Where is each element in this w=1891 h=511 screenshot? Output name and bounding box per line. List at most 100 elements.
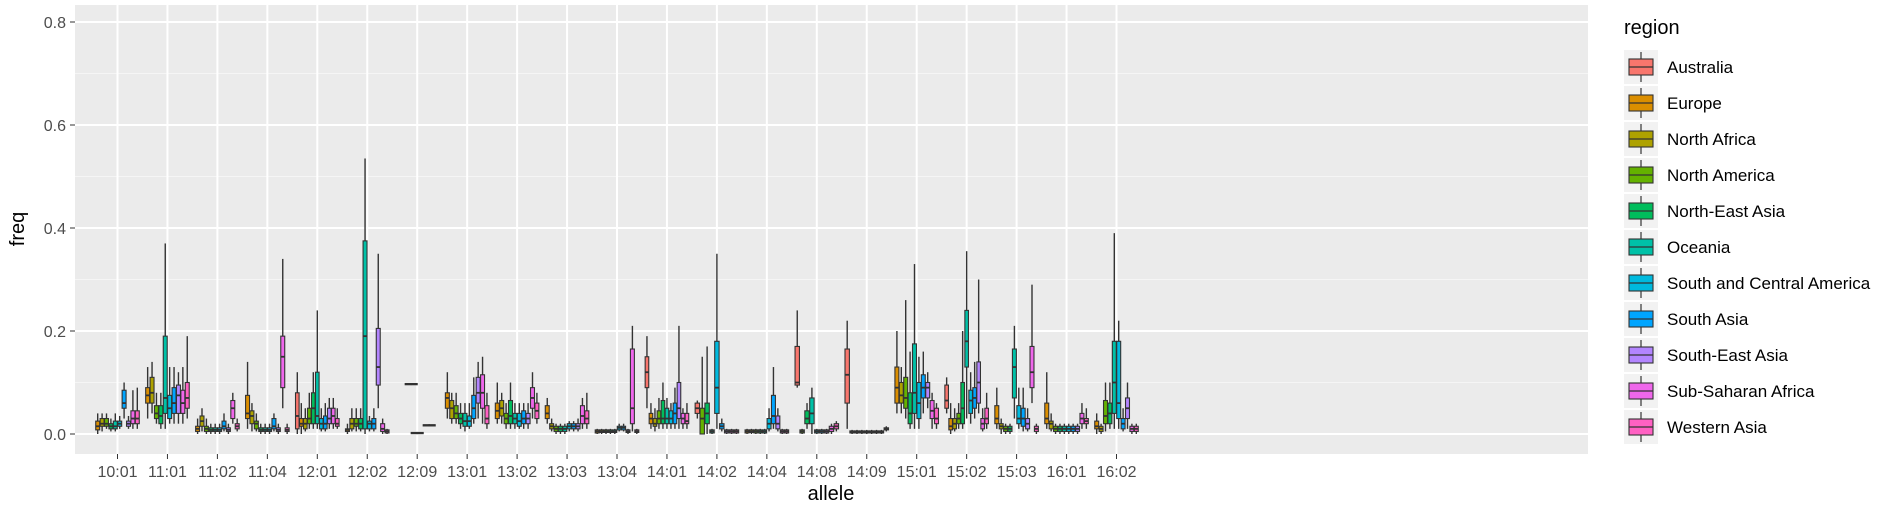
box bbox=[844, 320, 850, 429]
box-body bbox=[326, 407, 332, 425]
box bbox=[480, 356, 486, 424]
box bbox=[634, 428, 640, 434]
box bbox=[162, 243, 168, 429]
box-body bbox=[294, 392, 300, 430]
box bbox=[380, 418, 386, 434]
box-body bbox=[184, 381, 190, 409]
box bbox=[471, 377, 477, 424]
box bbox=[854, 429, 860, 434]
box-body bbox=[898, 381, 904, 404]
box bbox=[575, 418, 581, 432]
box-body bbox=[134, 410, 140, 425]
x-tick-label: 13:02 bbox=[497, 464, 537, 481]
box-body bbox=[579, 405, 585, 425]
x-axis-title: allele bbox=[808, 483, 855, 505]
box bbox=[384, 428, 390, 434]
box-body bbox=[380, 423, 386, 432]
box bbox=[1083, 408, 1089, 429]
box-body bbox=[916, 381, 922, 420]
x-tick-label: 14:04 bbox=[747, 464, 787, 481]
y-tick-label: 0.2 bbox=[44, 324, 66, 341]
box-body bbox=[652, 417, 658, 427]
box-body bbox=[907, 392, 913, 425]
legend-label: Western Asia bbox=[1667, 418, 1767, 437]
box bbox=[145, 367, 151, 419]
box-body bbox=[306, 407, 312, 425]
box bbox=[878, 429, 885, 434]
box-body bbox=[280, 335, 286, 389]
box bbox=[644, 336, 650, 409]
box bbox=[507, 382, 514, 429]
box-marks bbox=[95, 158, 1139, 435]
box-body bbox=[794, 345, 800, 386]
x-tick-label: 12:09 bbox=[397, 464, 437, 481]
box-body bbox=[158, 405, 164, 425]
box-body bbox=[99, 417, 105, 427]
box-body bbox=[171, 387, 177, 414]
legend-item: Oceania bbox=[1624, 230, 1731, 264]
box bbox=[603, 428, 609, 434]
box bbox=[334, 408, 340, 429]
box-body bbox=[121, 389, 127, 409]
box bbox=[894, 331, 900, 414]
box-body bbox=[375, 327, 381, 386]
box bbox=[612, 428, 618, 434]
legend-label: Oceania bbox=[1667, 238, 1731, 257]
box bbox=[849, 429, 855, 434]
box bbox=[933, 403, 940, 429]
box bbox=[1033, 423, 1039, 434]
box bbox=[976, 279, 981, 414]
box bbox=[422, 424, 436, 427]
box bbox=[484, 392, 490, 429]
box bbox=[195, 418, 201, 434]
box bbox=[184, 336, 190, 419]
box bbox=[217, 423, 223, 434]
box-body bbox=[245, 394, 251, 420]
box-body bbox=[1029, 345, 1035, 389]
box-body bbox=[362, 240, 368, 430]
box bbox=[668, 403, 674, 429]
box bbox=[809, 387, 815, 434]
box-body bbox=[1011, 348, 1017, 399]
box-body bbox=[844, 348, 850, 404]
legend-item: South Asia bbox=[1624, 302, 1749, 336]
box-body bbox=[314, 371, 320, 425]
box bbox=[245, 361, 251, 429]
legend-label: South-East Asia bbox=[1667, 346, 1789, 365]
box bbox=[964, 251, 969, 419]
box bbox=[499, 392, 505, 424]
box bbox=[117, 415, 123, 429]
box-body bbox=[544, 405, 550, 420]
legend-label: North America bbox=[1667, 166, 1775, 185]
box bbox=[883, 426, 890, 432]
y-axis-title: freq bbox=[7, 212, 29, 246]
box bbox=[267, 423, 273, 434]
x-tick-label: 11:01 bbox=[148, 464, 187, 481]
box bbox=[566, 421, 572, 432]
box-body bbox=[1111, 340, 1117, 414]
box bbox=[733, 428, 740, 434]
box-body bbox=[656, 410, 662, 425]
box-body bbox=[366, 420, 372, 430]
box-body bbox=[444, 392, 450, 409]
box bbox=[1075, 423, 1081, 434]
box bbox=[868, 429, 875, 434]
box bbox=[253, 413, 259, 432]
x-tick-label: 16:02 bbox=[1096, 464, 1136, 481]
x-tick-label: 12:01 bbox=[297, 464, 337, 481]
box-body bbox=[684, 412, 690, 425]
box bbox=[1011, 325, 1017, 419]
box bbox=[280, 258, 286, 409]
box-body bbox=[149, 376, 155, 404]
box-body bbox=[1048, 420, 1054, 430]
box bbox=[314, 310, 320, 429]
box bbox=[298, 403, 304, 434]
box bbox=[521, 403, 527, 429]
box-body bbox=[153, 405, 159, 420]
box-body bbox=[948, 417, 953, 431]
box-body bbox=[298, 417, 304, 427]
box-body bbox=[911, 343, 918, 414]
box bbox=[594, 428, 600, 434]
box bbox=[1048, 413, 1054, 432]
box-body bbox=[334, 417, 340, 427]
